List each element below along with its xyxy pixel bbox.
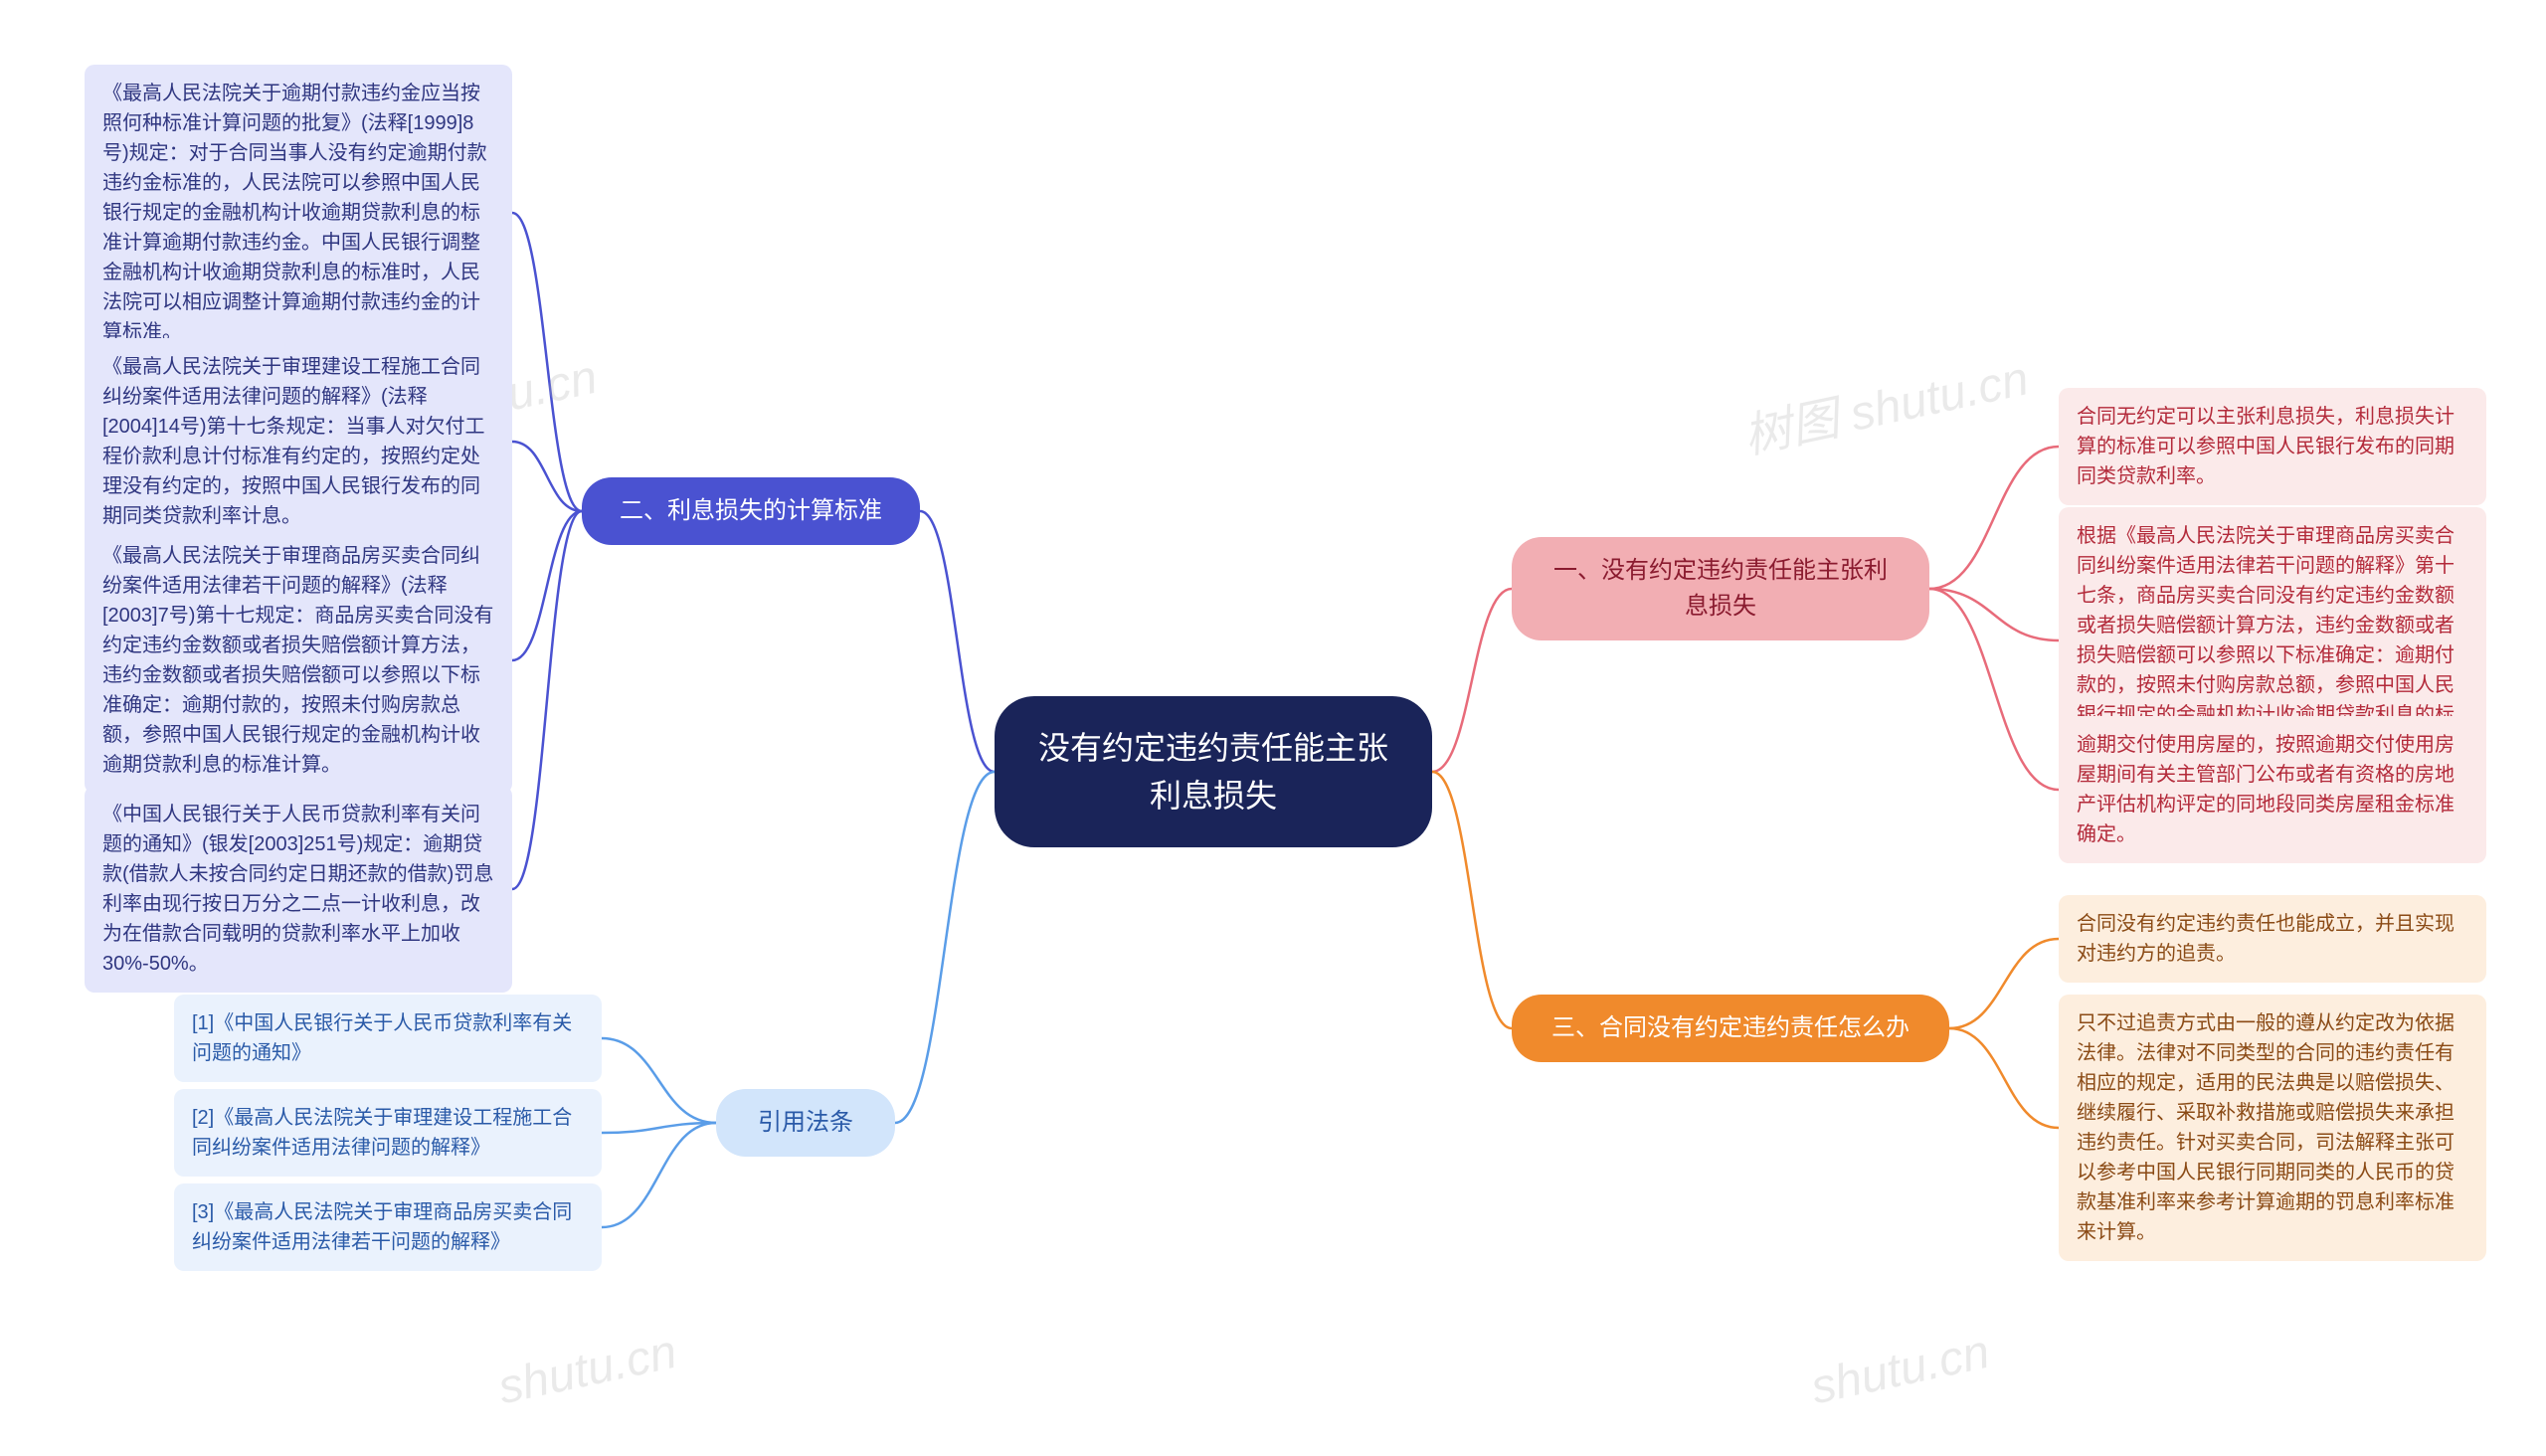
branch-1[interactable]: 一、没有约定违约责任能主张利息损失 [1512, 537, 1929, 640]
branch-2-leaf[interactable]: 《最高人民法院关于逾期付款违约金应当按照何种标准计算问题的批复》(法释[1999… [85, 65, 512, 361]
branch-2-leaf[interactable]: 《最高人民法院关于审理商品房买卖合同纠纷案件适用法律若干问题的解释》(法释[20… [85, 527, 512, 794]
branch-3-leaf[interactable]: 只不过追责方式由一般的遵从约定改为依据法律。法律对不同类型的合同的违约责任有相应… [2059, 995, 2486, 1261]
branch-1-leaf[interactable]: 逾期交付使用房屋的，按照逾期交付使用房屋期间有关主管部门公布或者有资格的房地产评… [2059, 716, 2486, 863]
branch-2-leaf[interactable]: 《最高人民法院关于审理建设工程施工合同纠纷案件适用法律问题的解释》(法释[200… [85, 338, 512, 545]
branch-3[interactable]: 三、合同没有约定违约责任怎么办 [1512, 995, 1949, 1062]
branch-2[interactable]: 二、利息损失的计算标准 [582, 477, 920, 545]
branch-4-leaf[interactable]: [1]《中国人民银行关于人民币贷款利率有关问题的通知》 [174, 995, 602, 1082]
branch-1-leaf[interactable]: 合同无约定可以主张利息损失，利息损失计算的标准可以参照中国人民银行发布的同期同类… [2059, 388, 2486, 505]
watermark: 树图 shutu.cn [1736, 339, 2034, 467]
watermark: shutu.cn [493, 1325, 681, 1416]
branch-4-leaf[interactable]: [3]《最高人民法院关于审理商品房买卖合同纠纷案件适用法律若干问题的解释》 [174, 1183, 602, 1271]
mindmap-canvas: shutu.cn 树图 shutu.cn shutu.cn shutu.cn 没… [0, 0, 2546, 1456]
branch-4-leaf[interactable]: [2]《最高人民法院关于审理建设工程施工合同纠纷案件适用法律问题的解释》 [174, 1089, 602, 1177]
watermark: shutu.cn [1806, 1325, 1994, 1416]
branch-4[interactable]: 引用法条 [716, 1089, 895, 1157]
center-topic[interactable]: 没有约定违约责任能主张利息损失 [995, 696, 1432, 847]
branch-3-leaf[interactable]: 合同没有约定违约责任也能成立，并且实现对违约方的追责。 [2059, 895, 2486, 983]
branch-2-leaf[interactable]: 《中国人民银行关于人民币贷款利率有关问题的通知》(银发[2003]251号)规定… [85, 786, 512, 993]
